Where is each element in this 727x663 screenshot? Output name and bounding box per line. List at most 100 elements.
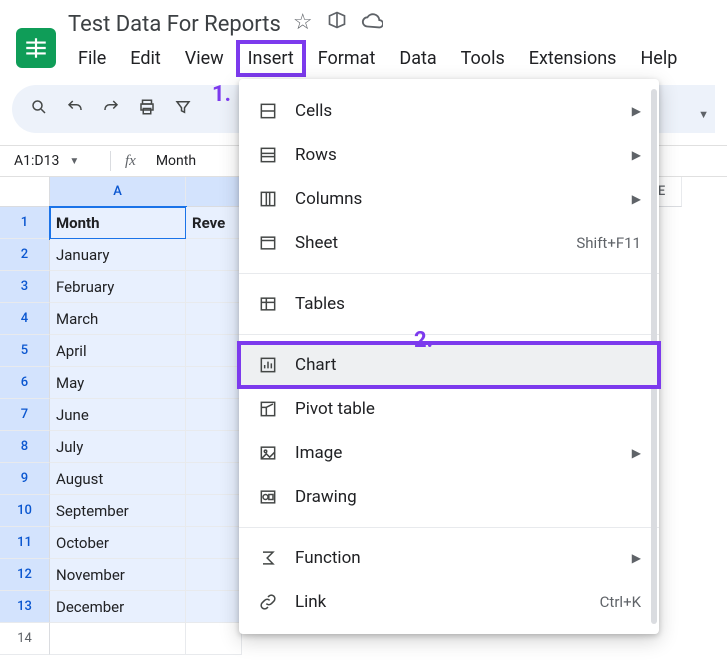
row-header[interactable]: 10 xyxy=(0,495,50,527)
menu-tools[interactable]: Tools xyxy=(451,42,515,75)
name-box[interactable]: A1:D13 ▼ xyxy=(6,153,96,169)
annotation-2: 2. xyxy=(414,328,433,353)
cell[interactable] xyxy=(186,399,242,431)
row-header[interactable]: 6 xyxy=(0,367,50,399)
menu-item-link[interactable]: Link Ctrl+K xyxy=(239,580,659,624)
menu-item-label: Sheet xyxy=(295,233,338,253)
cell[interactable] xyxy=(186,239,242,271)
menu-view[interactable]: View xyxy=(175,42,234,75)
menu-data[interactable]: Data xyxy=(389,42,446,75)
cell[interactable] xyxy=(186,431,242,463)
chart-icon xyxy=(257,355,279,375)
menu-help[interactable]: Help xyxy=(630,42,687,75)
cell[interactable] xyxy=(186,623,242,655)
cell[interactable]: June xyxy=(50,399,186,431)
cells-icon xyxy=(257,101,279,121)
cell[interactable]: September xyxy=(50,495,186,527)
menu-item-columns[interactable]: Columns ▶ xyxy=(239,177,659,221)
cell[interactable]: October xyxy=(50,527,186,559)
cell[interactable] xyxy=(186,495,242,527)
menu-item-rows[interactable]: Rows ▶ xyxy=(239,133,659,177)
menu-item-sheet[interactable]: Sheet Shift+F11 xyxy=(239,221,659,265)
cell[interactable]: February xyxy=(50,271,186,303)
row-header[interactable]: 14 xyxy=(0,623,50,655)
cell[interactable]: January xyxy=(50,239,186,271)
cols-icon xyxy=(257,189,279,209)
cloud-icon[interactable] xyxy=(361,10,383,38)
menu-item-image[interactable]: Image ▶ xyxy=(239,431,659,475)
cell[interactable] xyxy=(186,303,242,335)
undo-icon[interactable] xyxy=(66,98,84,120)
star-icon[interactable]: ☆ xyxy=(293,10,313,38)
menu-extensions[interactable]: Extensions xyxy=(519,42,627,75)
print-icon[interactable] xyxy=(138,98,156,120)
menu-item-label: Link xyxy=(295,592,326,612)
menu-format[interactable]: Format xyxy=(308,42,386,75)
move-icon[interactable] xyxy=(327,10,347,38)
document-title[interactable]: Test Data For Reports xyxy=(68,12,281,37)
menu-item-label: Image xyxy=(295,443,342,463)
row-header[interactable]: 1 xyxy=(0,207,50,239)
row-header[interactable]: 12 xyxy=(0,559,50,591)
row-header[interactable]: 3 xyxy=(0,271,50,303)
cell[interactable] xyxy=(186,463,242,495)
table-icon xyxy=(257,294,279,314)
row-header[interactable]: 11 xyxy=(0,527,50,559)
cell[interactable]: August xyxy=(50,463,186,495)
row-header[interactable]: 2 xyxy=(0,239,50,271)
rows-icon xyxy=(257,145,279,165)
cell[interactable]: May xyxy=(50,367,186,399)
filter-icon[interactable] xyxy=(174,98,192,120)
search-icon[interactable] xyxy=(30,98,48,120)
drawing-icon xyxy=(257,487,279,507)
cell[interactable] xyxy=(186,559,242,591)
column-header-b[interactable] xyxy=(186,177,242,207)
row-header[interactable]: 5 xyxy=(0,335,50,367)
cell[interactable] xyxy=(186,367,242,399)
menu-item-label: Tables xyxy=(295,294,345,314)
menu-insert[interactable]: Insert xyxy=(238,42,304,75)
shortcut: Shift+F11 xyxy=(576,234,641,252)
toolbar-overflow-icon[interactable]: ▼ xyxy=(698,108,709,121)
menu-item-function[interactable]: Function ▶ xyxy=(239,536,659,580)
sheet-icon xyxy=(257,233,279,253)
row-header[interactable]: 9 xyxy=(0,463,50,495)
cell[interactable]: July xyxy=(50,431,186,463)
cell[interactable]: Month xyxy=(50,207,186,239)
select-all-corner[interactable] xyxy=(0,177,50,207)
row-header[interactable]: 13 xyxy=(0,591,50,623)
formula-input[interactable]: Month xyxy=(156,153,196,169)
cell[interactable]: November xyxy=(50,559,186,591)
submenu-arrow-icon: ▶ xyxy=(632,551,641,565)
menu-item-drawing[interactable]: Drawing xyxy=(239,475,659,519)
submenu-arrow-icon: ▶ xyxy=(632,148,641,162)
column-header-a[interactable]: A xyxy=(50,177,186,207)
pivot-icon xyxy=(257,399,279,419)
cell[interactable]: March xyxy=(50,303,186,335)
menu-edit[interactable]: Edit xyxy=(120,42,170,75)
cell[interactable] xyxy=(186,335,242,367)
cell[interactable]: April xyxy=(50,335,186,367)
row-header[interactable]: 8 xyxy=(0,431,50,463)
name-box-value: A1:D13 xyxy=(14,153,59,169)
redo-icon[interactable] xyxy=(102,98,120,120)
sigma-icon xyxy=(257,548,279,568)
menu-item-cells[interactable]: Cells ▶ xyxy=(239,89,659,133)
menu-item-label: Pivot table xyxy=(295,399,375,419)
menu-file[interactable]: File xyxy=(68,42,116,75)
annotation-1: 1. xyxy=(212,82,231,107)
menu-item-chart[interactable]: Chart xyxy=(239,343,659,387)
menu-item-pivot-table[interactable]: Pivot table xyxy=(239,387,659,431)
row-header[interactable]: 4 xyxy=(0,303,50,335)
menu-item-tables[interactable]: Tables xyxy=(239,282,659,326)
row-header[interactable]: 7 xyxy=(0,399,50,431)
fx-icon: fx xyxy=(125,153,136,170)
cell[interactable]: December xyxy=(50,591,186,623)
cell[interactable] xyxy=(186,527,242,559)
image-icon xyxy=(257,443,279,463)
cell[interactable] xyxy=(186,591,242,623)
cell[interactable] xyxy=(50,623,186,655)
cell[interactable]: Reve xyxy=(186,207,242,239)
cell[interactable] xyxy=(186,271,242,303)
menu-item-label: Chart xyxy=(295,355,336,375)
